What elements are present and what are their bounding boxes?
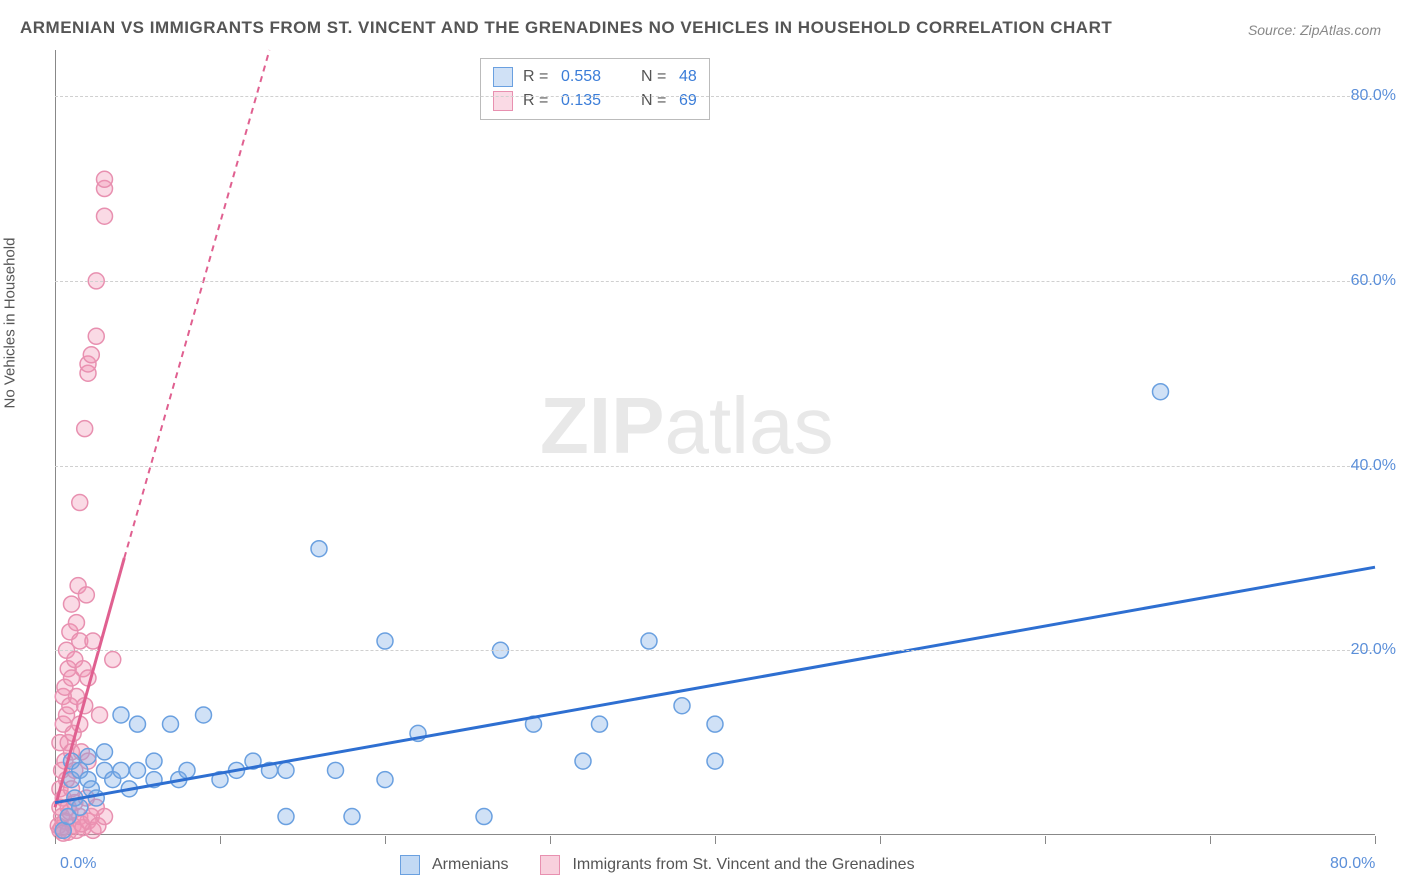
scatter-svg <box>55 50 1375 835</box>
data-point <box>64 596 80 612</box>
data-point <box>196 707 212 723</box>
y-axis-label: No Vehicles in Household <box>2 238 19 409</box>
gridline <box>55 96 1375 97</box>
data-point <box>97 809 113 825</box>
data-point <box>72 495 88 511</box>
data-point <box>328 762 344 778</box>
legend-stats-row-blue: R = 0.558 N = 48 <box>493 65 697 89</box>
trend-line <box>124 50 269 558</box>
data-point <box>80 749 96 765</box>
data-point <box>1153 384 1169 400</box>
gridline <box>55 281 1375 282</box>
data-point <box>97 208 113 224</box>
x-tick <box>715 836 716 844</box>
data-point <box>78 587 94 603</box>
legend-swatch-pink <box>540 855 560 875</box>
data-point <box>92 707 108 723</box>
y-tick-label: 60.0% <box>1351 272 1396 290</box>
legend-n-value-pink: 69 <box>679 92 697 110</box>
data-point <box>377 772 393 788</box>
x-tick <box>880 836 881 844</box>
legend-r-value-pink: 0.135 <box>561 92 621 110</box>
data-point <box>278 762 294 778</box>
x-tick <box>1045 836 1046 844</box>
source-attribution: Source: ZipAtlas.com <box>1248 22 1381 38</box>
x-tick <box>220 836 221 844</box>
data-point <box>105 652 121 668</box>
data-point <box>707 716 723 732</box>
data-point <box>344 809 360 825</box>
data-point <box>575 753 591 769</box>
data-point <box>72 799 88 815</box>
data-point <box>179 762 195 778</box>
legend-swatch-pink <box>493 91 513 111</box>
data-point <box>97 744 113 760</box>
data-point <box>476 809 492 825</box>
x-tick <box>550 836 551 844</box>
data-point <box>592 716 608 732</box>
legend-r-value-blue: 0.558 <box>561 68 621 86</box>
legend-r-label: R = <box>523 92 551 110</box>
legend-label-pink: Immigrants from St. Vincent and the Gren… <box>572 856 914 874</box>
gridline <box>55 466 1375 467</box>
data-point <box>278 809 294 825</box>
chart-title: ARMENIAN VS IMMIGRANTS FROM ST. VINCENT … <box>20 18 1112 38</box>
data-point <box>377 633 393 649</box>
y-tick-label: 20.0% <box>1351 641 1396 659</box>
legend-swatch-blue <box>493 67 513 87</box>
legend-series: Armenians Immigrants from St. Vincent an… <box>400 855 915 875</box>
data-point <box>77 421 93 437</box>
legend-n-value-blue: 48 <box>679 68 697 86</box>
data-point <box>130 762 146 778</box>
data-point <box>113 762 129 778</box>
data-point <box>707 753 723 769</box>
data-point <box>641 633 657 649</box>
legend-stats: R = 0.558 N = 48 R = 0.135 N = 69 <box>480 58 710 120</box>
data-point <box>88 328 104 344</box>
data-point <box>311 541 327 557</box>
y-tick-label: 40.0% <box>1351 457 1396 475</box>
x-tick-label: 80.0% <box>1330 855 1375 873</box>
x-tick <box>385 836 386 844</box>
data-point <box>146 753 162 769</box>
x-tick <box>1375 836 1376 844</box>
x-tick <box>55 836 56 844</box>
legend-stats-row-pink: R = 0.135 N = 69 <box>493 89 697 113</box>
data-point <box>130 716 146 732</box>
legend-n-label: N = <box>641 68 669 86</box>
data-point <box>163 716 179 732</box>
data-point <box>68 615 84 631</box>
legend-r-label: R = <box>523 68 551 86</box>
x-tick-label: 0.0% <box>60 855 96 873</box>
data-point <box>83 347 99 363</box>
data-point <box>674 698 690 714</box>
data-point <box>113 707 129 723</box>
x-tick <box>1210 836 1211 844</box>
y-tick-label: 80.0% <box>1351 87 1396 105</box>
legend-label-blue: Armenians <box>432 856 508 874</box>
legend-swatch-blue <box>400 855 420 875</box>
data-point <box>88 790 104 806</box>
data-point <box>97 171 113 187</box>
legend-n-label: N = <box>641 92 669 110</box>
gridline <box>55 650 1375 651</box>
